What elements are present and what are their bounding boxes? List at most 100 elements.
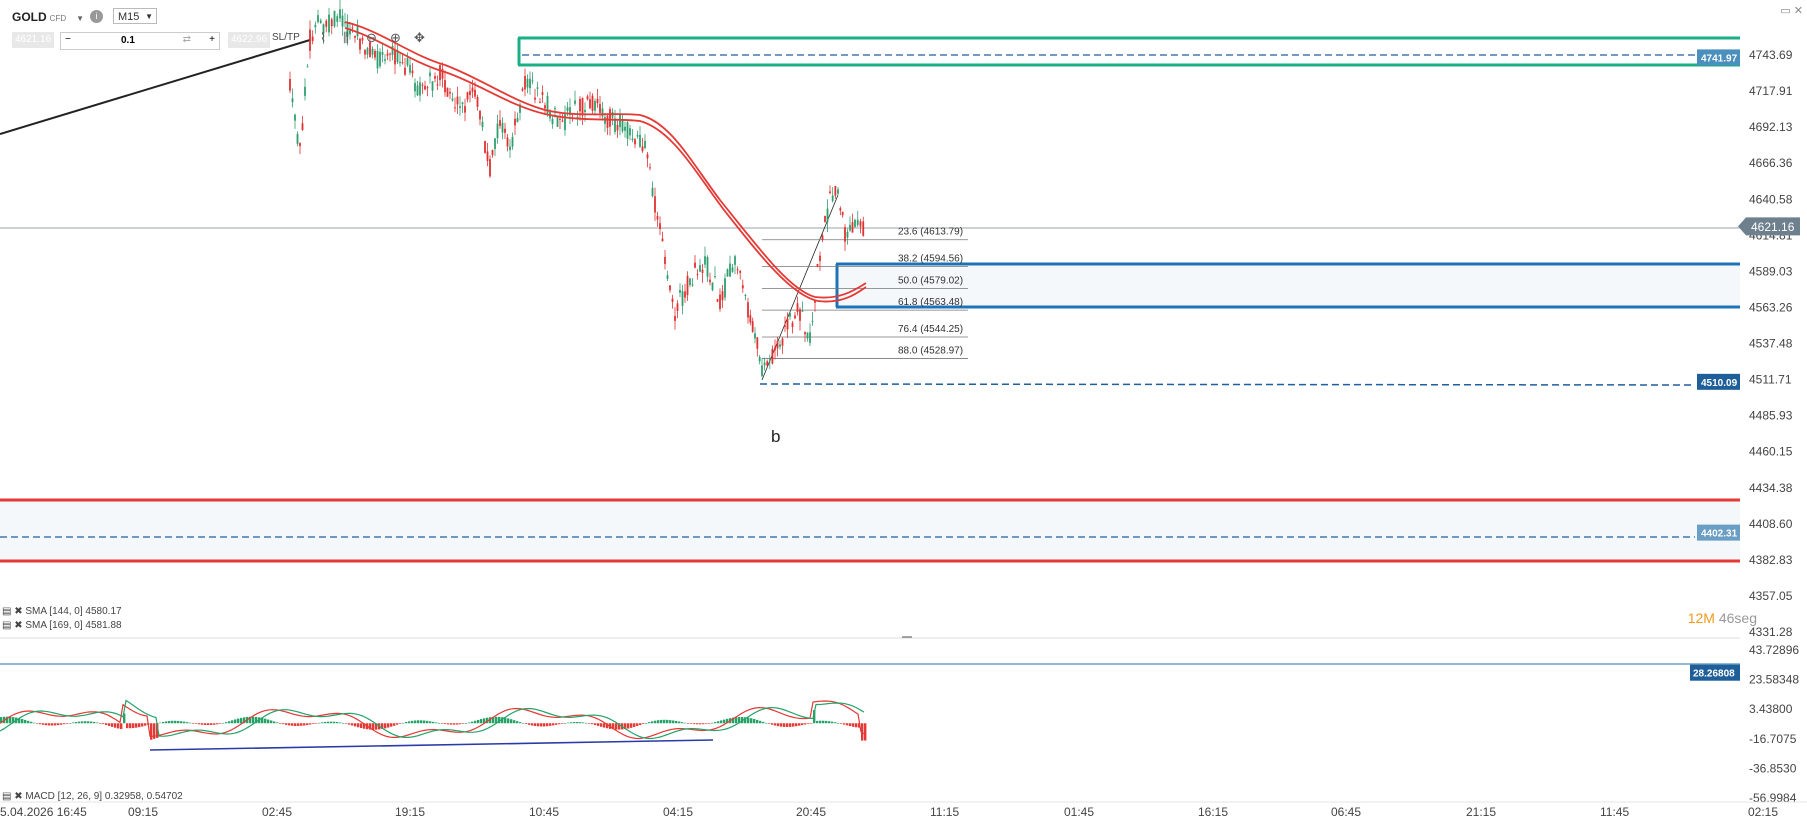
macd-hist-bar (84, 721, 87, 724)
macd-price-tag[interactable]: 28.26808 (1690, 664, 1740, 681)
price-tag[interactable]: 4621.16 (1738, 217, 1800, 236)
macd-hist-bar (141, 723, 144, 727)
candle-body (691, 284, 694, 286)
candle-body (579, 98, 581, 112)
macd-legend[interactable]: ▤ ✖ MACD [12, 26, 9] 0.32958, 0.54702 (2, 791, 183, 802)
macd-hist-bar (660, 719, 663, 724)
chevron-down-icon[interactable]: ▼ (76, 14, 85, 23)
timeframe-select[interactable]: M15 ▼ (113, 8, 157, 24)
candle-body (506, 137, 509, 147)
candle-body (846, 231, 849, 238)
macd-axis[interactable]: 43.72896 23.58348 3.43800 -16.7075 -36.8530 -… (1690, 643, 1799, 805)
macd-hist-bar (210, 723, 213, 725)
candle-body (306, 66, 309, 68)
candle-body (364, 49, 366, 55)
price-tag[interactable]: 4510.09 (1697, 373, 1740, 390)
macd-hist-bar (330, 721, 333, 724)
candle-body (771, 348, 774, 364)
candle-body (619, 114, 621, 128)
macd-hist-bar (450, 723, 453, 725)
info-icon[interactable]: i (90, 10, 103, 23)
quantity-value[interactable]: 0.1 (121, 35, 135, 46)
window-controls: ▭ ✕ (1780, 4, 1803, 17)
support-zone[interactable] (0, 500, 1740, 561)
time-tick-label: 09:15 (128, 805, 158, 819)
minimize-icon[interactable]: ▭ (1780, 5, 1791, 17)
time-tick-label: 20:45 (796, 805, 826, 819)
candle-body (322, 24, 325, 34)
close-icon[interactable]: ✕ (1793, 5, 1803, 17)
trendline[interactable] (0, 39, 311, 135)
swap-icon[interactable]: ⇄ (182, 34, 191, 45)
time-tick-label: 04:15 (663, 805, 693, 819)
candle-body (594, 100, 596, 111)
price-tag-label: 4621.16 (1751, 220, 1795, 234)
macd-hist-bar (681, 722, 684, 724)
macd-tick-label: -16.7075 (1749, 732, 1797, 746)
zoom-out-icon[interactable]: ⊖ (366, 30, 377, 45)
candle-body (849, 224, 851, 231)
macd-hist-bar (549, 723, 552, 726)
move-icon[interactable]: ✥ (414, 30, 425, 45)
candle-body (516, 117, 519, 123)
timeframe-value: M15 (118, 11, 140, 23)
symbol-label[interactable]: GOLD CFD ▼ (12, 10, 84, 24)
macd-hist-bar (513, 720, 516, 724)
price-tick-label: 4460.15 (1749, 445, 1793, 459)
macd-hist-bar (342, 723, 345, 724)
sma-legend-1[interactable]: ▤ ✖ SMA [144, 0] 4580.17 (2, 606, 122, 617)
time-axis[interactable]: 5.04.2026 16:45 09:15 02:45 19:15 10:45 04:15… (0, 805, 1778, 819)
chart-line-icon[interactable]: ⌇ (320, 30, 327, 45)
macd-hist-bar (93, 721, 96, 724)
fib-level-label: 50.0 (4579.02) (898, 275, 963, 286)
macd-hist-bar (771, 723, 774, 725)
decrease-button[interactable]: − (65, 34, 71, 45)
macd-hist-bar (480, 719, 483, 724)
sltp-button[interactable]: SL/TP (272, 32, 300, 43)
candle-body (546, 95, 549, 114)
candle-body (494, 138, 496, 150)
price-tag-bg (1697, 373, 1740, 390)
candle-body (381, 52, 384, 55)
macd-hist-bar (624, 723, 627, 730)
low-dashed-line[interactable] (759, 383, 1696, 386)
demand-zone[interactable] (836, 264, 1740, 308)
macd-hist-bar (675, 720, 678, 724)
macd-hist-bar (216, 723, 219, 725)
macd-histogram (0, 710, 867, 741)
candle-body (341, 15, 344, 27)
candle-body (504, 128, 506, 133)
time-tick-label: 5.04.2026 16:45 (0, 805, 87, 819)
macd-hist-bar (477, 719, 480, 724)
macd-hist-bar (735, 717, 738, 724)
macd-hist-bar (726, 718, 729, 724)
increase-button[interactable]: + (209, 34, 215, 45)
candle-body (446, 87, 449, 97)
macd-divergence-line[interactable] (149, 739, 714, 751)
macd-hist-bar (33, 722, 36, 724)
candle-body (296, 133, 299, 144)
macd-hist-bar (519, 722, 522, 724)
price-axis[interactable]: 4743.694717.914692.134666.364640.584614.… (1749, 48, 1793, 639)
macd-hist-bar (756, 719, 759, 724)
macd-hist-bar (270, 720, 273, 724)
macd-hist-bar (687, 723, 690, 724)
ask-price[interactable]: 4622.96 (228, 32, 271, 48)
quantity-stepper[interactable]: − 0.1 ⇄ + (60, 32, 220, 50)
candle-body (299, 143, 301, 147)
zoom-in-icon[interactable]: ⊕ (390, 30, 401, 45)
macd-hist-bar (390, 723, 393, 727)
candle-body (604, 117, 606, 124)
fib-level-label: 38.2 (4594.56) (898, 254, 963, 265)
price-tag-bg (1738, 217, 1800, 236)
macd-hist-bar (345, 723, 348, 724)
price-tag[interactable]: 4741.97 (1697, 49, 1740, 66)
price-tag[interactable]: 4402.31 (1697, 524, 1740, 541)
candle-body (531, 80, 534, 82)
sma-legend-2[interactable]: ▤ ✖ SMA [169, 0] 4581.88 (2, 620, 122, 631)
candle-body (854, 219, 856, 227)
price-tag-bg (1697, 524, 1740, 541)
bid-price[interactable]: 4621.16 (12, 32, 55, 48)
candles-icon[interactable]: ⫼ (343, 30, 349, 45)
